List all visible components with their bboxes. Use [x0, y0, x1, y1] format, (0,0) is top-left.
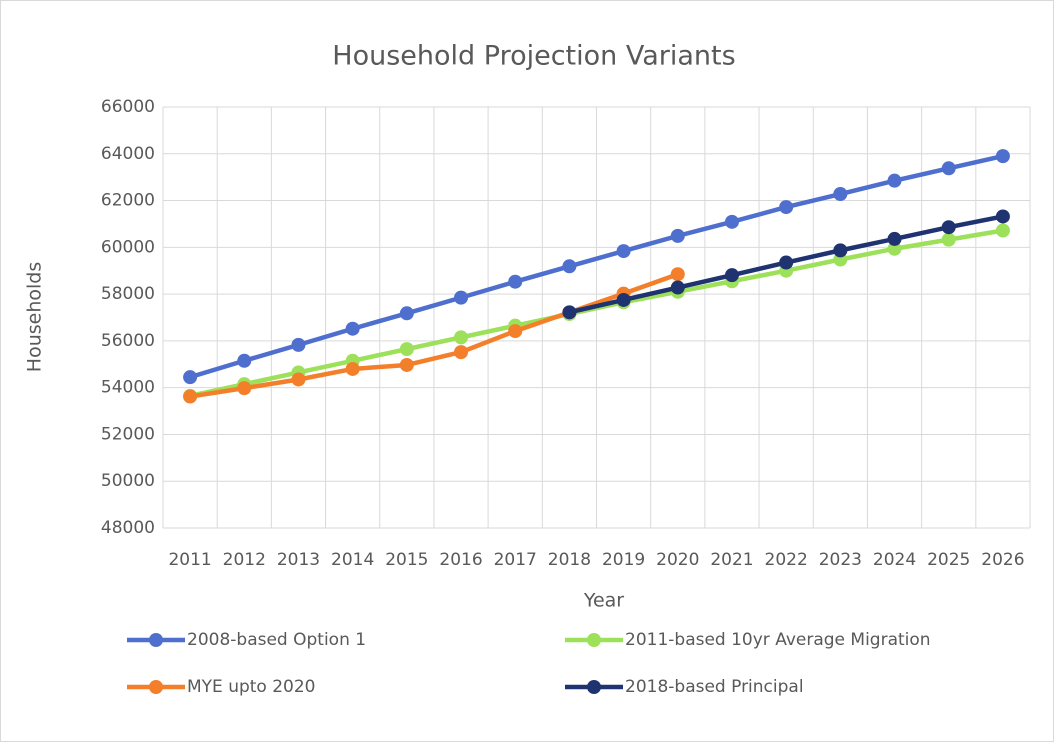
x-tick-label: 2011	[168, 550, 211, 570]
legend-label: 2011-based 10yr Average Migration	[625, 630, 931, 650]
point	[183, 389, 198, 404]
y-tick-label: 66000	[101, 97, 155, 117]
x-tick-label: 2020	[656, 550, 699, 570]
point	[508, 324, 523, 339]
legend-label: 2008-based Option 1	[187, 630, 366, 650]
point	[454, 345, 469, 360]
x-tick-label: 2019	[602, 550, 645, 570]
point	[941, 220, 956, 235]
point	[616, 244, 631, 259]
chart-title: Household Projection Variants	[332, 41, 735, 72]
point	[237, 381, 252, 396]
point	[562, 305, 577, 320]
point	[454, 330, 469, 345]
legend-marker	[149, 680, 163, 694]
y-tick-label: 62000	[101, 191, 155, 211]
y-tick-label: 60000	[101, 237, 155, 257]
y-tick-label: 52000	[101, 424, 155, 444]
x-tick-label: 2012	[223, 550, 266, 570]
point	[779, 255, 794, 270]
point	[237, 353, 252, 368]
point	[183, 370, 198, 385]
x-tick-label: 2026	[981, 550, 1024, 570]
x-tick-label: 2023	[819, 550, 862, 570]
point	[887, 173, 902, 188]
point	[833, 187, 848, 202]
point	[399, 357, 414, 372]
point	[833, 243, 848, 258]
x-tick-label: 2025	[927, 550, 970, 570]
point	[454, 290, 469, 305]
x-tick-label: 2016	[439, 550, 482, 570]
point	[779, 200, 794, 215]
legend-label: MYE upto 2020	[187, 677, 316, 697]
point	[399, 342, 414, 357]
x-tick-label: 2013	[277, 550, 320, 570]
y-tick-label: 56000	[101, 331, 155, 351]
point	[995, 223, 1010, 238]
x-tick-label: 2017	[494, 550, 537, 570]
point	[995, 149, 1010, 164]
point	[887, 231, 902, 246]
legend-marker	[587, 633, 601, 647]
point	[508, 274, 523, 289]
point	[291, 337, 306, 352]
point	[399, 306, 414, 321]
point	[887, 241, 902, 256]
legend-label: 2018-based Principal	[625, 677, 804, 697]
series-line	[189, 153, 1004, 380]
y-tick-label: 50000	[101, 471, 155, 491]
y-axis-title: Households	[24, 262, 46, 372]
x-tick-label: 2015	[385, 550, 428, 570]
x-tick-label: 2018	[548, 550, 591, 570]
x-tick-label: 2024	[873, 550, 916, 570]
point	[345, 361, 360, 376]
y-tick-label: 64000	[101, 144, 155, 164]
point	[670, 228, 685, 243]
point	[616, 292, 631, 307]
x-axis-title: Year	[583, 590, 624, 612]
point	[995, 209, 1010, 224]
series-line	[189, 272, 679, 399]
point	[941, 232, 956, 247]
point	[941, 161, 956, 176]
point	[724, 268, 739, 283]
x-tick-label: 2021	[710, 550, 753, 570]
y-tick-label: 48000	[101, 518, 155, 538]
x-tick-label: 2022	[765, 550, 808, 570]
point	[291, 372, 306, 387]
legend-marker	[149, 633, 163, 647]
point	[670, 280, 685, 295]
point	[562, 259, 577, 274]
y-tick-label: 54000	[101, 378, 155, 398]
x-tick-label: 2014	[331, 550, 374, 570]
point	[724, 214, 739, 229]
y-tick-label: 58000	[101, 284, 155, 304]
point	[345, 321, 360, 336]
legend-marker	[587, 680, 601, 694]
point	[670, 267, 685, 282]
